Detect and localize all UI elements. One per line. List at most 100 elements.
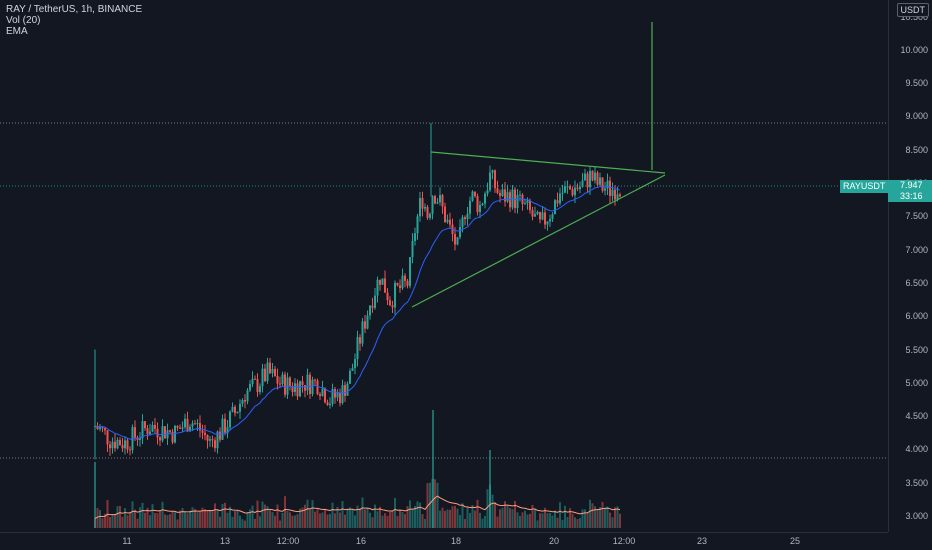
volume-bar [229, 506, 231, 528]
volume-bar [181, 508, 184, 528]
price-scale[interactable]: 10.50010.0009.5009.0008.5008.0007.5007.0… [888, 0, 932, 532]
candle-body [576, 187, 579, 190]
volume-bar [521, 512, 524, 528]
volume-bar [609, 512, 611, 528]
candle-body [281, 374, 284, 384]
volume-bar [231, 516, 234, 528]
volume-bar [381, 515, 384, 528]
volume-bar [239, 515, 241, 528]
volume-bar [546, 513, 549, 528]
volume-bar [331, 502, 334, 528]
volume-bar [446, 509, 449, 528]
volume-bar [356, 505, 359, 528]
candle-body [274, 368, 276, 377]
volume-bar [586, 512, 589, 528]
candle-body [516, 194, 519, 209]
volume-bar [601, 501, 604, 528]
candle-body [549, 219, 551, 222]
candle-body [146, 428, 149, 435]
candle-body [239, 403, 241, 412]
candle-body [586, 173, 589, 188]
candle-body [504, 189, 506, 202]
candle-body [291, 386, 294, 392]
volume-bar [494, 502, 496, 528]
candle-body [289, 377, 291, 387]
volume-bar [579, 518, 581, 528]
candle-body [179, 427, 181, 429]
volume-bar [391, 511, 394, 528]
volume-bar [439, 510, 441, 528]
candle-body [189, 426, 191, 432]
volume-bar [506, 505, 509, 528]
volume-bar [504, 501, 506, 528]
volume-bar [569, 508, 571, 528]
candle-body [151, 424, 154, 432]
currency-badge[interactable]: USDT [896, 3, 929, 17]
price-tick-label: 4.500 [905, 411, 928, 422]
volume-bar [551, 515, 554, 528]
candle-body [456, 237, 459, 245]
volume-bar [534, 508, 536, 528]
volume-bar [179, 510, 181, 528]
volume-bar [324, 509, 326, 528]
volume-bar [571, 513, 574, 528]
candle-body [451, 224, 454, 235]
time-scale[interactable]: 11 13 12:00 16 18 20 12:00 23 25 [0, 532, 888, 550]
volume-indicator-label[interactable]: Vol (20) [6, 15, 41, 26]
candle-body [209, 439, 211, 441]
candle-body [306, 374, 309, 391]
volume-bar [399, 509, 401, 528]
candle-body [186, 418, 189, 432]
candle-body [506, 192, 509, 202]
price-tick-label: 3.000 [905, 511, 928, 521]
volume-bar [166, 515, 169, 528]
volume-bar [456, 508, 459, 528]
candle-body [211, 439, 214, 441]
volume-bar [549, 512, 551, 528]
volume-bar [204, 509, 206, 528]
candle-body [401, 275, 404, 289]
volume-bar [491, 494, 494, 528]
candle-body [461, 217, 464, 228]
volume-bar [184, 511, 186, 528]
ema-line [94, 185, 621, 440]
candle-body [129, 449, 131, 451]
volume-bar [476, 499, 479, 528]
candle-body [309, 374, 311, 395]
volume-bar [211, 511, 214, 528]
volume-bar [334, 513, 336, 528]
candle-body [216, 431, 219, 449]
candle-body [501, 189, 504, 197]
candle-body [139, 438, 141, 440]
candle-body [219, 431, 221, 440]
ema-indicator-label[interactable]: EMA [6, 26, 28, 37]
candle-body [371, 305, 374, 308]
candle-body [391, 305, 394, 308]
candle-body [604, 188, 606, 191]
volume-bar [131, 501, 134, 528]
candlestick-chart[interactable] [0, 0, 888, 532]
symbol-title[interactable]: RAY / TetherUS, 1h, BINANCE [6, 4, 143, 15]
candle-body [434, 196, 436, 204]
price-tick-label: 9.500 [905, 78, 928, 89]
candle-body [296, 383, 299, 397]
volume-bar [524, 510, 526, 528]
volume-bar [554, 510, 556, 528]
candle-body [429, 213, 431, 218]
candle-body [601, 177, 604, 191]
volume-bar [526, 514, 529, 528]
chart-pane[interactable]: RAY / TetherUS, 1h, BINANCE Vol (20) EMA… [0, 0, 888, 532]
candle-body [496, 188, 499, 193]
candle-body [119, 439, 121, 446]
volume-bar [276, 504, 279, 528]
volume-bar [379, 506, 381, 528]
volume-bar [519, 515, 521, 528]
candle-body [311, 379, 314, 395]
symbol-price-tag: RAYUSDT [840, 180, 888, 193]
volume-ma-line [94, 495, 621, 519]
volume-bar [311, 500, 314, 528]
candle-body [141, 421, 144, 439]
volume-bar [219, 516, 221, 528]
volume-bar [406, 506, 409, 528]
candle-body [149, 431, 151, 435]
